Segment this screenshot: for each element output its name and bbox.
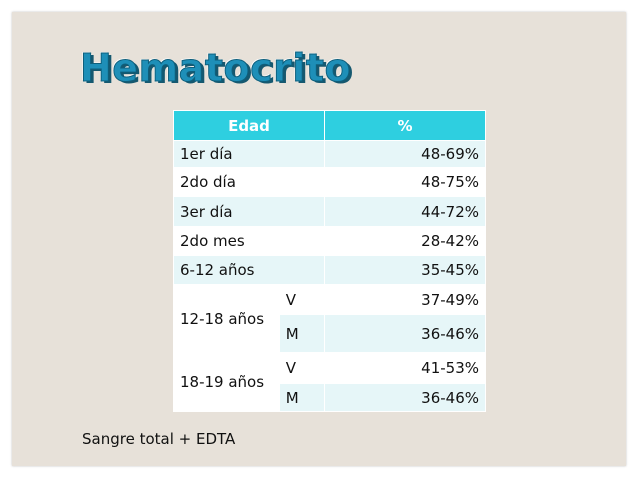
table-row: 1er día 48-69% [173, 140, 486, 168]
value-cell: 28-42% [324, 226, 486, 256]
header-edad: Edad [173, 110, 325, 141]
table-row: 6-12 años 35-45% [173, 255, 486, 285]
table-row: 12-18 años V 37-49% [173, 284, 486, 353]
sex-cell: M [278, 314, 326, 353]
age-group-cell: 18-19 años [173, 352, 280, 412]
age-cell: 2do mes [173, 226, 325, 256]
slide-title: Hematocrito [79, 46, 352, 91]
table-row: M 36-46% [174, 314, 486, 353]
sex-cell: M [278, 383, 326, 412]
value-cell: 44-72% [324, 196, 486, 227]
age-cell: 1er día [173, 140, 325, 168]
value-cell: 48-75% [324, 167, 486, 197]
age-group-cell: 12-18 años [173, 284, 280, 353]
table-row: 18-19 años V 41-53% [173, 352, 486, 412]
table-row: M 36-46% [174, 383, 486, 412]
table-row: 2do día 48-75% [173, 167, 486, 197]
header-percent: % [324, 110, 486, 141]
sex-cell: V [278, 352, 326, 384]
age-cell: 3er día [173, 196, 325, 227]
value-cell: 35-45% [324, 255, 486, 285]
table-row: 2do mes 28-42% [173, 226, 486, 256]
value-cell: 36-46% [324, 383, 486, 412]
hematocrit-table: Edad % 1er día 48-69% 2do día 48-75% 3er… [173, 110, 486, 412]
footnote: Sangre total + EDTA [82, 430, 236, 448]
age-cell: 2do día [173, 167, 325, 197]
value-cell: 48-69% [324, 140, 486, 168]
sex-cell: V [278, 284, 326, 315]
value-cell: 36-46% [324, 314, 486, 353]
age-cell: 6-12 años [173, 255, 325, 285]
table-header-row: Edad % [173, 110, 486, 141]
value-cell: 37-49% [324, 284, 486, 315]
table-row: 3er día 44-72% [173, 196, 486, 227]
value-cell: 41-53% [324, 352, 486, 384]
